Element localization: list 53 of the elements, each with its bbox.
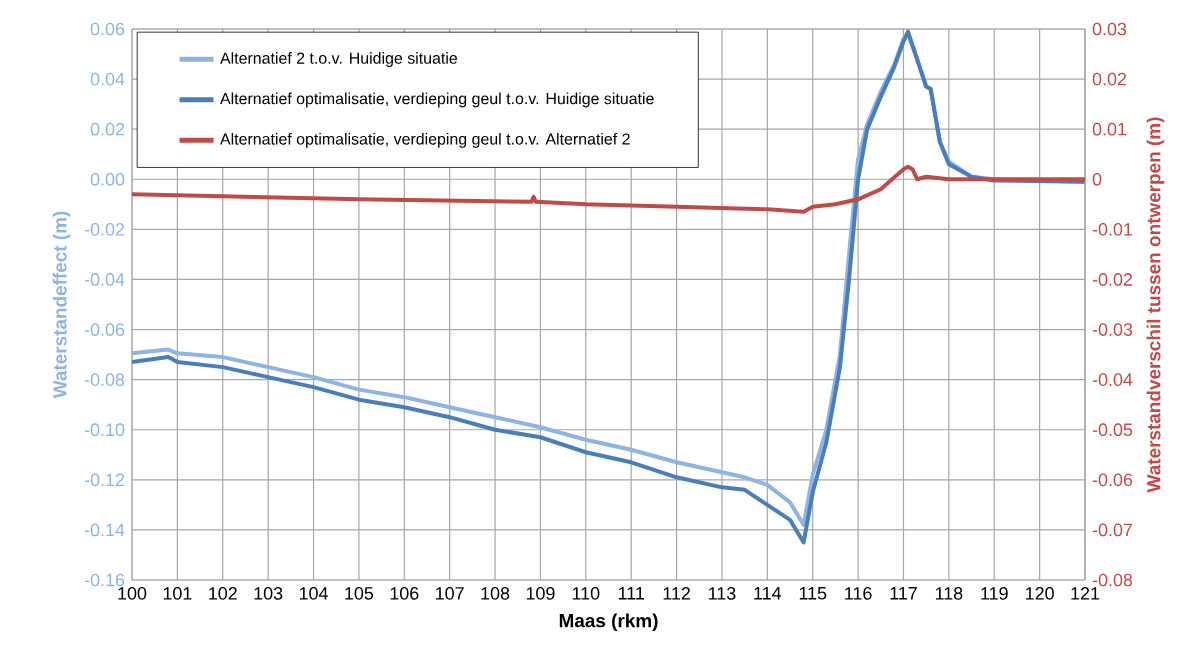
x-axis-title: Maas (rkm) xyxy=(559,613,658,632)
y2-tick-label: -0.02 xyxy=(1092,273,1133,286)
x-tick-label: 111 xyxy=(618,587,644,600)
y2-tick-label: -0.05 xyxy=(1092,423,1133,437)
y-tick-label: -0.08 xyxy=(84,373,125,386)
y2-tick-label: -0.08 xyxy=(1092,573,1133,587)
x-tick-label: 108 xyxy=(481,587,510,600)
x-tick-label: 104 xyxy=(299,587,328,600)
x-tick-label: 120 xyxy=(1026,587,1054,600)
x-tick-label: 115 xyxy=(799,587,827,600)
y2-tick-label: 0.02 xyxy=(1092,72,1127,86)
x-tick-label: 106 xyxy=(390,587,419,600)
legend-label: Alternatief optimalisatie, verdieping geul t.o.v. Huidige situatie xyxy=(220,92,654,108)
legend-label: Alternatief optimalisatie, verdieping geul t.o.v. Alternatief 2 xyxy=(220,132,630,148)
y-tick-label: -0.10 xyxy=(84,423,125,437)
x-tick-label: 101 xyxy=(163,587,192,600)
x-tick-label: 116 xyxy=(845,587,872,600)
y-tick-label: -0.14 xyxy=(84,523,125,537)
y2-axis-title: Waterstandverschil tussen ontwerpen (m) xyxy=(1146,117,1165,493)
y2-tick-label: 0.03 xyxy=(1092,22,1127,36)
y-tick-label: -0.02 xyxy=(84,223,125,236)
legend-label: Alternatief 2 t.o.v. Huidige situatie xyxy=(220,52,458,67)
y-tick-label: 0.06 xyxy=(90,22,125,36)
x-tick-label: 117 xyxy=(890,587,917,600)
x-tick-label: 118 xyxy=(935,587,963,600)
y-tick-label: 0.02 xyxy=(90,122,125,136)
y2-tick-label: -0.07 xyxy=(1092,523,1133,537)
y-tick-label: -0.12 xyxy=(84,473,125,487)
x-tick-label: 112 xyxy=(663,587,690,600)
y2-tick-label: -0.01 xyxy=(1092,223,1133,236)
y-tick-label: 0.04 xyxy=(90,72,125,86)
y2-tick-label: -0.03 xyxy=(1092,323,1133,336)
x-tick-label: 113 xyxy=(709,587,736,600)
x-tick-label: 102 xyxy=(209,587,237,600)
x-tick-label: 105 xyxy=(345,587,374,600)
x-tick-label: 110 xyxy=(572,587,600,600)
x-tick-label: 109 xyxy=(526,587,555,600)
y2-tick-label: 0.01 xyxy=(1092,122,1127,136)
y-tick-label: 0.00 xyxy=(90,172,125,186)
x-tick-label: 100 xyxy=(118,587,147,600)
y2-tick-label: 0 xyxy=(1092,172,1102,186)
y2-tick-label: -0.06 xyxy=(1092,473,1133,487)
x-tick-label: 107 xyxy=(436,587,464,600)
y-axis-title: Waterstandeffect (m) xyxy=(52,211,71,399)
line-series xyxy=(132,164,1086,214)
y-tick-label: -0.16 xyxy=(84,573,125,587)
y-tick-label: -0.04 xyxy=(84,273,125,286)
y-tick-label: -0.06 xyxy=(84,323,125,336)
y2-tick-label: -0.04 xyxy=(1092,373,1133,386)
x-tick-label: 121 xyxy=(1071,587,1100,600)
x-tick-label: 114 xyxy=(754,587,782,600)
x-tick-label: 119 xyxy=(981,587,1008,600)
x-tick-label: 103 xyxy=(254,587,283,600)
